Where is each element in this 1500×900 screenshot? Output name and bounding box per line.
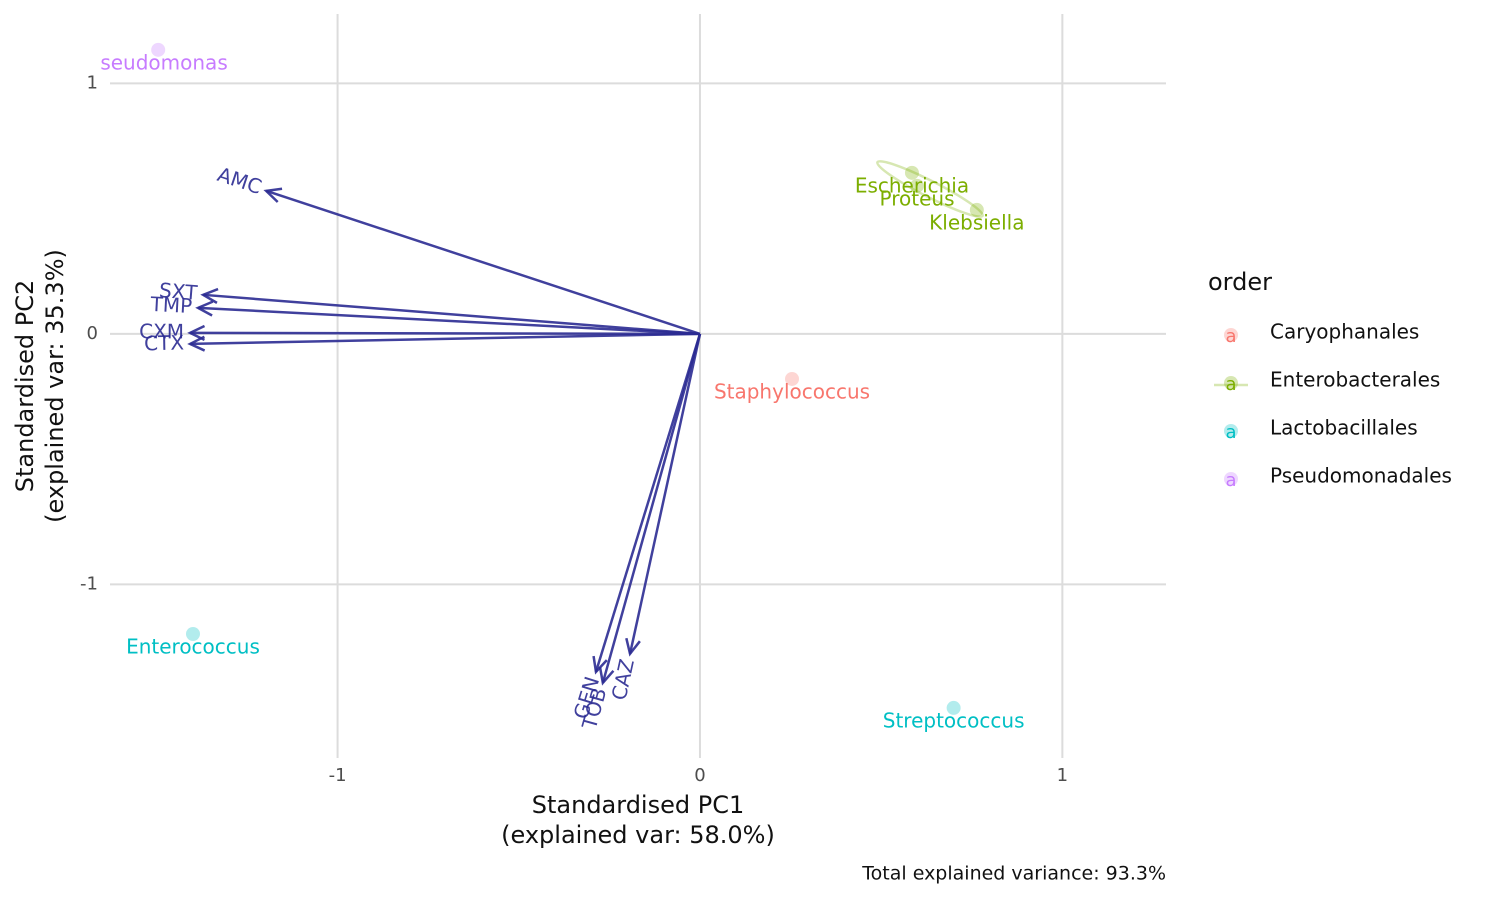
confidence-ellipse xyxy=(876,160,984,218)
loading-arrow xyxy=(628,333,702,655)
loading-arrow xyxy=(203,293,701,336)
point-label: Pseudomonas xyxy=(89,50,228,74)
legend-label: Lactobacillales xyxy=(1270,416,1418,440)
grid xyxy=(110,14,1166,758)
legend-key-text: a xyxy=(1225,470,1236,491)
x-tick-label: -1 xyxy=(329,765,347,786)
legend-key-text: a xyxy=(1225,374,1236,395)
point-label: Staphylococcus xyxy=(714,379,870,403)
legend-label: Enterobacterales xyxy=(1270,368,1440,392)
legend-key xyxy=(1224,376,1238,390)
legend-label: Pseudomonadales xyxy=(1270,464,1452,488)
loading-arrow xyxy=(594,333,702,673)
x-tick-label: 1 xyxy=(1057,765,1068,786)
arrow-head xyxy=(195,300,214,317)
plot-area: AMCSXTTMPCXMCTXGENTOBCAZStaphylococcusEs… xyxy=(89,42,1025,733)
loading-label: CXM xyxy=(139,319,184,343)
point-label: Streptococcus xyxy=(883,708,1025,732)
caption: Total explained variance: 93.3% xyxy=(861,863,1166,885)
loading-arrow xyxy=(265,189,701,336)
loading-arrow xyxy=(197,306,701,336)
loading-arrow xyxy=(601,333,702,684)
loading-arrow xyxy=(190,332,700,346)
y-tick-label: -1 xyxy=(80,573,98,594)
legend-label: Caryophanales xyxy=(1270,320,1419,344)
arrow-head xyxy=(263,187,283,203)
arrow-head xyxy=(200,287,219,304)
point xyxy=(785,371,800,386)
point-label: Escherichia xyxy=(855,173,969,197)
point xyxy=(185,627,200,641)
loading-label: CTX xyxy=(144,331,185,356)
point-label: Proteus xyxy=(880,186,955,210)
y-tick-label: 0 xyxy=(87,323,98,344)
point-label: Klebsiella xyxy=(929,210,1024,234)
legend-key xyxy=(1224,472,1238,486)
point xyxy=(946,700,961,715)
point xyxy=(151,42,166,57)
arrow-head xyxy=(187,335,206,352)
x-axis-title: (explained var: 58.0%) xyxy=(501,821,775,849)
y-axis-title: Standardised PC2 xyxy=(11,280,39,492)
point-label: Enterococcus xyxy=(126,635,260,659)
legend-key-text: a xyxy=(1225,422,1236,443)
point xyxy=(904,165,919,180)
arrow-head xyxy=(187,324,206,341)
y-axis-title: (explained var: 35.3%) xyxy=(41,249,69,523)
loading-label: TMP xyxy=(149,292,193,318)
x-axis-title: Standardised PC1 xyxy=(532,791,744,819)
x-tick-label: 0 xyxy=(694,765,705,786)
point xyxy=(969,202,984,217)
point xyxy=(910,178,925,193)
loading-label: AMC xyxy=(215,162,265,199)
y-tick-label: 1 xyxy=(87,72,98,93)
arrow-head xyxy=(598,666,615,686)
legend-key xyxy=(1224,328,1238,342)
legend-key xyxy=(1224,424,1238,438)
loading-label: CAZ xyxy=(607,657,639,703)
loading-label: SXT xyxy=(158,278,199,305)
legend-title: order xyxy=(1208,268,1272,296)
loading-arrow xyxy=(190,331,700,336)
arrow-head xyxy=(592,655,608,675)
legend: a Caryophanales a Enterobacterales a Lactobac… xyxy=(1214,320,1452,491)
legend-key-text: a xyxy=(1225,326,1236,347)
arrow-head xyxy=(625,637,641,657)
